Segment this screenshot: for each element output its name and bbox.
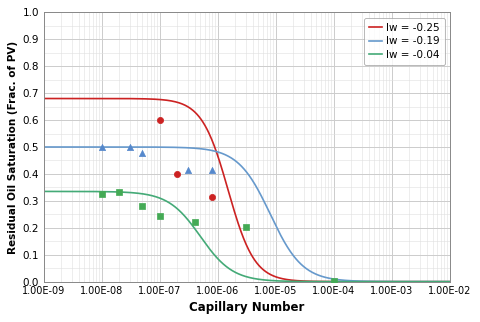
- Legend: lw = -0.25, lw = -0.19, lw = -0.04: lw = -0.25, lw = -0.19, lw = -0.04: [364, 17, 445, 65]
- Point: [330, 279, 338, 284]
- lw = -0.04: [300, 279, 305, 283]
- lw = -0.25: [66, 97, 72, 100]
- lw = -0.04: [41, 189, 47, 193]
- Point: [242, 225, 250, 230]
- Point: [139, 151, 146, 156]
- lw = -0.04: [349, 280, 355, 284]
- lw = -0.04: [288, 279, 293, 283]
- lw = -0.19: [349, 279, 355, 283]
- Point: [191, 219, 199, 224]
- lw = -0.25: [300, 279, 305, 283]
- lw = -0.25: [41, 97, 47, 100]
- lw = -0.04: [447, 280, 453, 284]
- lw = -0.04: [277, 279, 283, 283]
- lw = -0.04: [66, 190, 72, 194]
- Point: [98, 192, 106, 197]
- lw = -0.04: [391, 280, 396, 284]
- Point: [98, 144, 106, 149]
- Point: [126, 144, 133, 149]
- lw = -0.25: [447, 280, 453, 284]
- Point: [208, 167, 216, 173]
- lw = -0.19: [277, 232, 283, 235]
- Line: lw = -0.19: lw = -0.19: [44, 147, 450, 282]
- Point: [208, 194, 216, 199]
- Y-axis label: Residual Oil Saturation (Frac. of PV): Residual Oil Saturation (Frac. of PV): [8, 41, 18, 253]
- lw = -0.25: [288, 278, 293, 282]
- Point: [116, 189, 123, 194]
- Line: lw = -0.25: lw = -0.25: [44, 99, 450, 282]
- lw = -0.19: [447, 280, 453, 284]
- Point: [156, 118, 164, 123]
- lw = -0.19: [288, 250, 293, 253]
- lw = -0.19: [391, 279, 396, 283]
- Point: [173, 171, 181, 176]
- Point: [139, 203, 146, 208]
- lw = -0.25: [349, 280, 355, 284]
- lw = -0.25: [277, 276, 283, 280]
- Point: [184, 167, 192, 173]
- lw = -0.25: [391, 280, 396, 284]
- lw = -0.19: [66, 145, 72, 149]
- Point: [156, 213, 164, 219]
- X-axis label: Capillary Number: Capillary Number: [189, 301, 305, 314]
- lw = -0.19: [41, 145, 47, 149]
- Line: lw = -0.04: lw = -0.04: [44, 191, 450, 282]
- lw = -0.19: [300, 264, 305, 268]
